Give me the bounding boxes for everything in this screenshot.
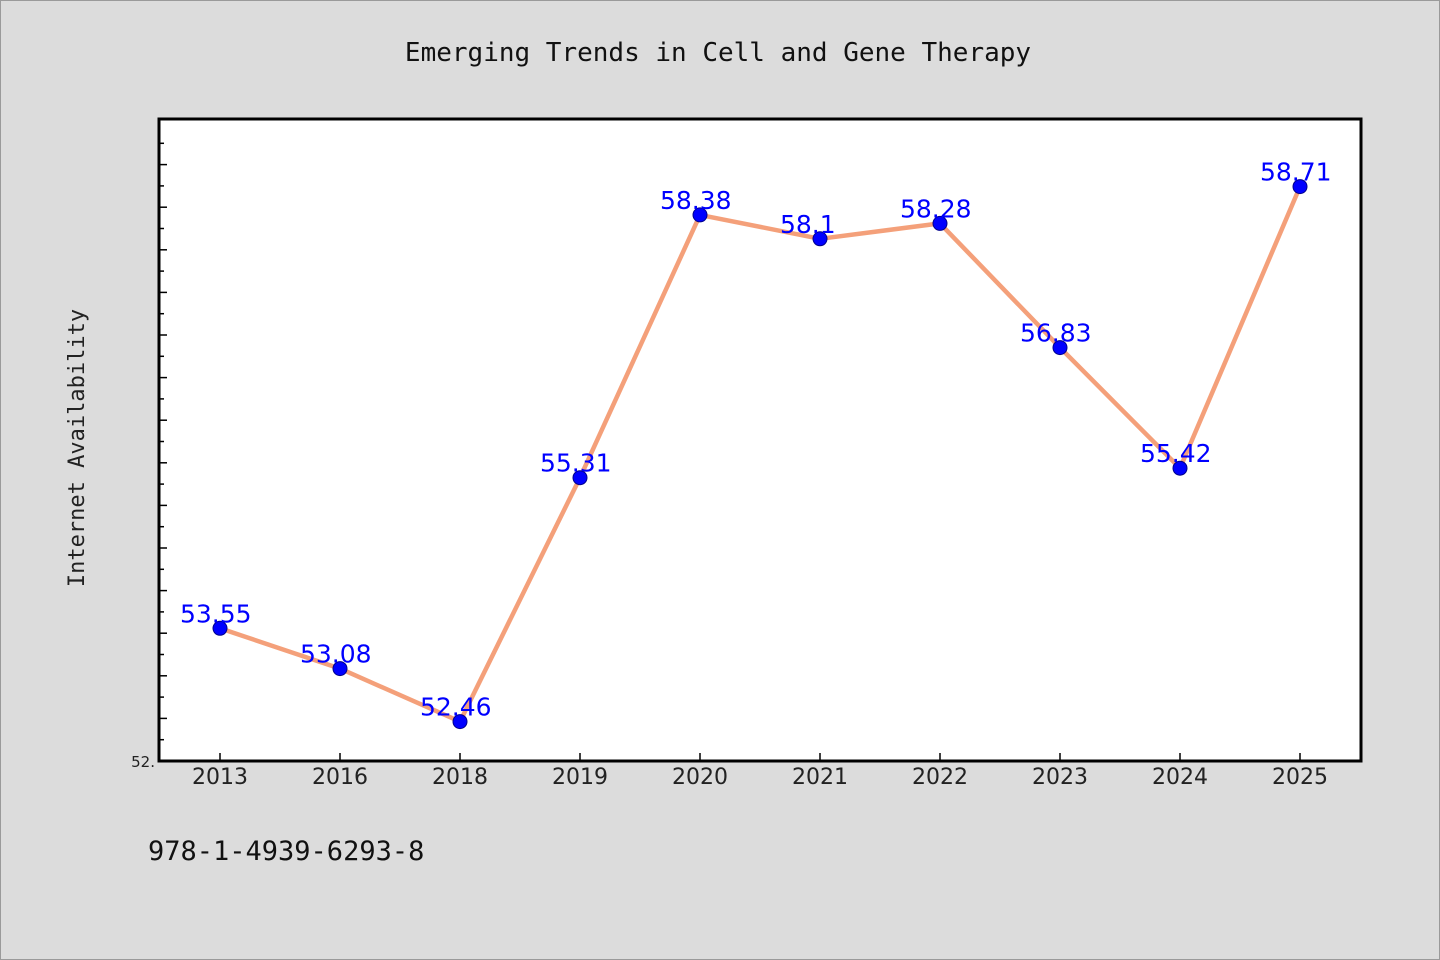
data-point (1052, 340, 1068, 356)
y-tick-labels: 52. (131, 753, 155, 771)
data-point (452, 714, 468, 730)
data-label: 58.28 (900, 194, 972, 223)
data-point (1292, 179, 1308, 195)
data-label: 58.1 (780, 210, 836, 239)
data-point (932, 215, 948, 231)
data-label: 55.42 (1140, 439, 1212, 468)
x-tick-label: 2023 (1032, 765, 1088, 790)
data-label: 56.83 (1020, 319, 1092, 348)
axis-ticks (159, 142, 1301, 762)
y-axis-label: Internet Availability (65, 309, 90, 587)
x-tick-label: 2024 (1152, 765, 1208, 790)
data-point (812, 231, 828, 247)
data-label: 52.46 (420, 693, 492, 722)
data-label: 53.55 (180, 599, 252, 628)
footer-code: 978-1-4939-6293-8 (148, 836, 425, 867)
series-line-layer (219, 185, 1303, 724)
data-point (572, 470, 588, 486)
data-point (692, 207, 708, 223)
data-point (212, 620, 228, 636)
data-point (1172, 460, 1188, 476)
x-tick-label: 2018 (432, 765, 488, 790)
x-tick-label: 2021 (792, 765, 848, 790)
chart-title: Emerging Trends in Cell and Gene Therapy (405, 38, 1031, 68)
data-label: 58.71 (1260, 158, 1332, 187)
x-tick-label: 2019 (552, 765, 608, 790)
y-tick-label: 52. (131, 753, 155, 771)
series-line (219, 185, 1303, 724)
x-tick-label: 2013 (192, 765, 248, 790)
data-label: 53.08 (300, 640, 372, 669)
x-tick-label: 2016 (312, 765, 368, 790)
x-tick-label: 2020 (672, 765, 728, 790)
x-tick-label: 2022 (912, 765, 968, 790)
data-point (332, 661, 348, 677)
x-tick-label: 2025 (1272, 765, 1328, 790)
data-labels: 53.55 53.08 52.46 55.31 58.38 58.1 58.28 56.83 5… (180, 158, 1332, 722)
data-markers (212, 179, 1308, 730)
data-label: 58.38 (660, 186, 732, 215)
x-tick-labels: 2013 2016 2018 2019 2020 2021 2022 2023 2024 2025 (192, 765, 1328, 790)
data-label: 55.31 (540, 449, 612, 478)
